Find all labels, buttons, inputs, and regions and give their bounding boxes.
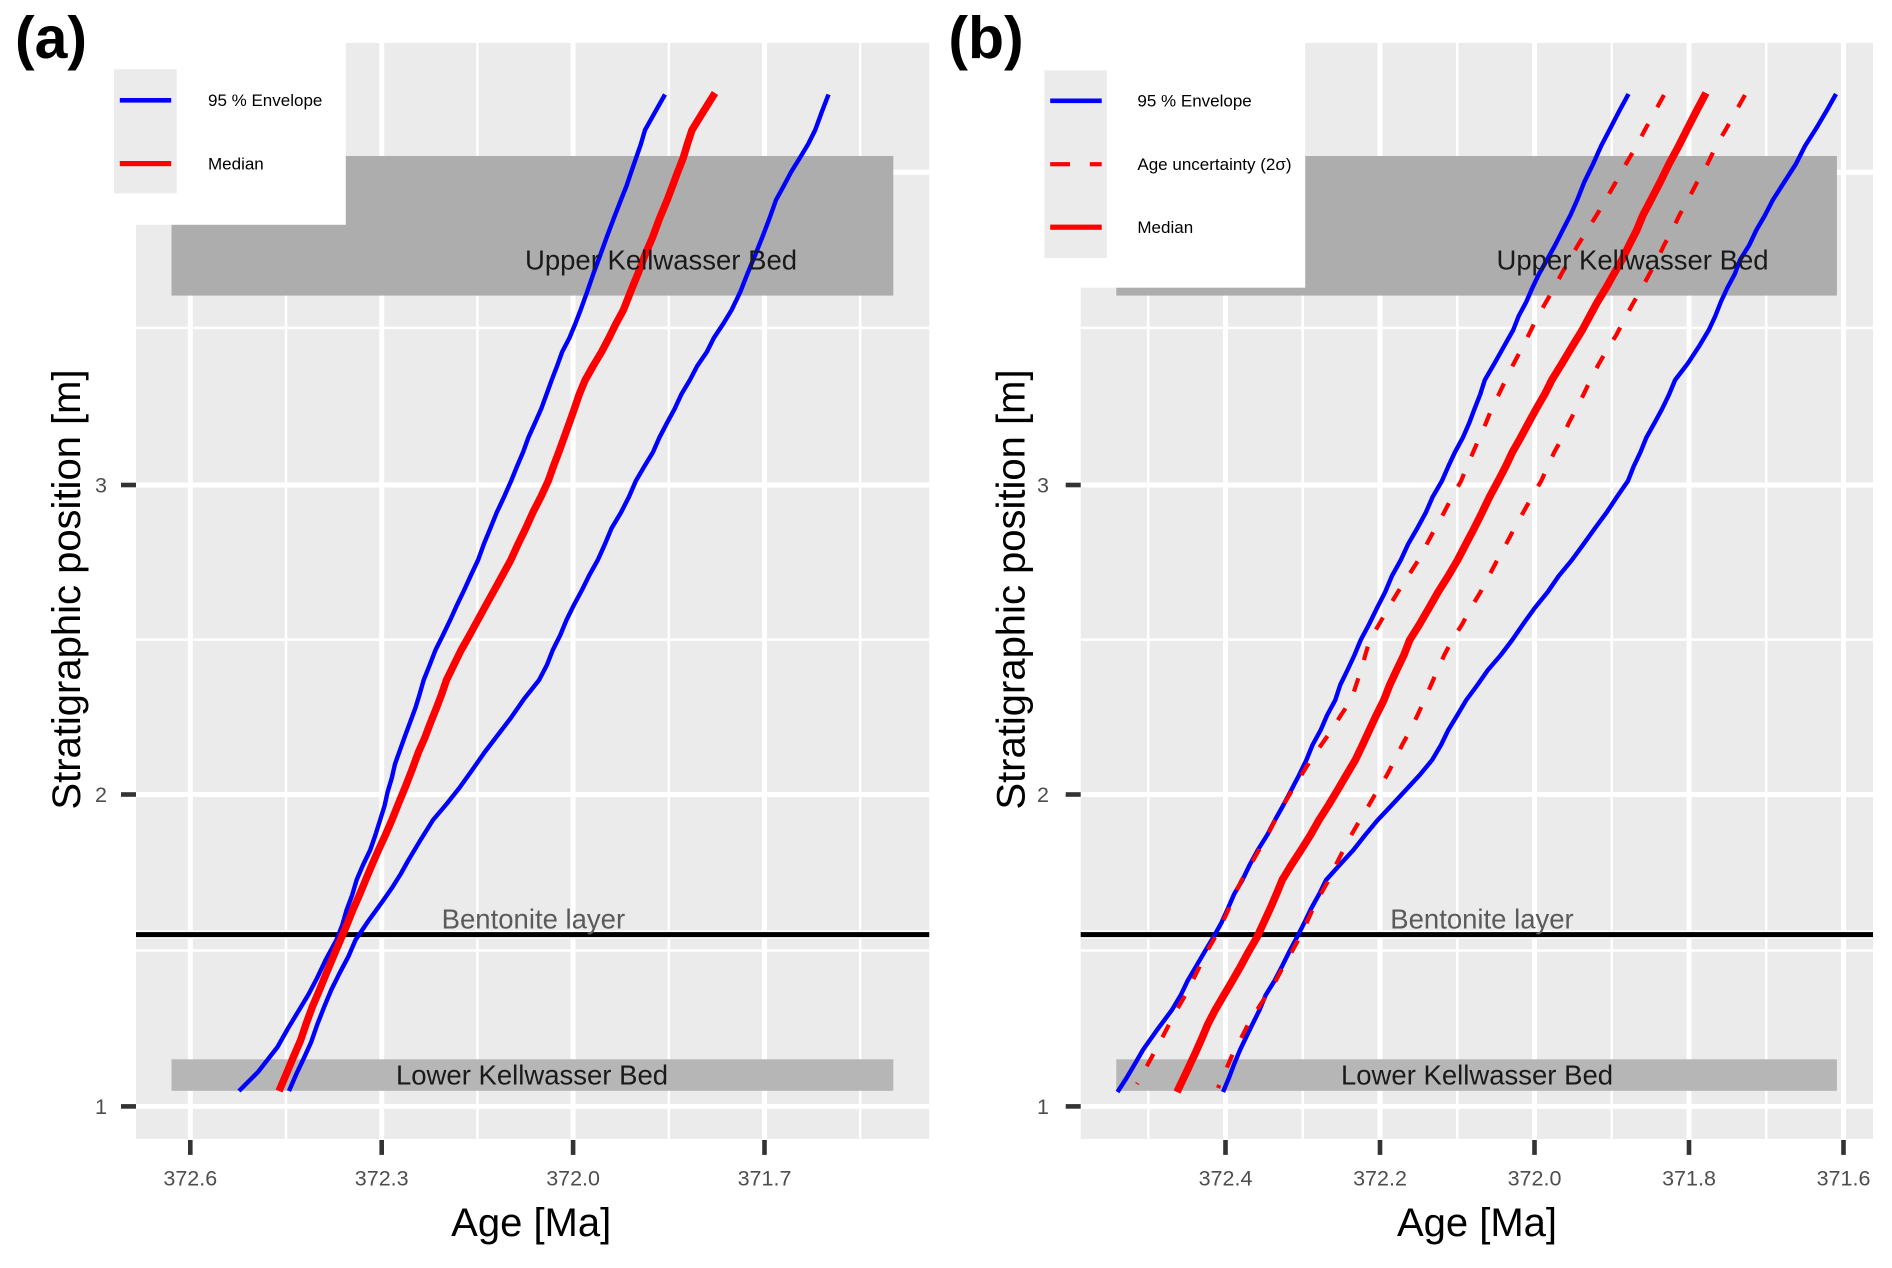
svg-text:3: 3 — [1037, 474, 1049, 498]
svg-text:Upper Kellwasser Bed: Upper Kellwasser Bed — [1496, 244, 1768, 275]
svg-text:95 % Envelope: 95 % Envelope — [208, 91, 322, 110]
svg-text:372.2: 372.2 — [1353, 1167, 1407, 1191]
svg-text:Lower Kellwasser Bed: Lower Kellwasser Bed — [396, 1060, 668, 1091]
svg-text:Upper Kellwasser Bed: Upper Kellwasser Bed — [525, 244, 797, 275]
svg-text:371.8: 371.8 — [1662, 1167, 1716, 1191]
svg-text:Age [Ma]: Age [Ma] — [1397, 1201, 1557, 1245]
svg-text:371.7: 371.7 — [738, 1167, 792, 1191]
svg-text:Bentonite layer: Bentonite layer — [1390, 903, 1573, 934]
svg-text:372.0: 372.0 — [546, 1167, 600, 1191]
svg-text:Median: Median — [208, 155, 264, 174]
svg-text:1: 1 — [1037, 1095, 1049, 1119]
svg-text:2: 2 — [1037, 783, 1049, 807]
svg-text:95 % Envelope: 95 % Envelope — [1137, 92, 1251, 111]
svg-text:1: 1 — [95, 1095, 107, 1119]
svg-text:372.4: 372.4 — [1199, 1167, 1253, 1191]
svg-text:Stratigraphic position [m]: Stratigraphic position [m] — [45, 369, 89, 809]
svg-text:Stratigraphic position [m]: Stratigraphic position [m] — [990, 369, 1034, 809]
svg-text:Age [Ma]: Age [Ma] — [451, 1201, 611, 1245]
svg-text:372.6: 372.6 — [163, 1167, 217, 1191]
svg-text:Bentonite layer: Bentonite layer — [442, 903, 625, 934]
svg-text:372.3: 372.3 — [355, 1167, 409, 1191]
svg-text:(b): (b) — [948, 5, 1023, 71]
svg-text:371.6: 371.6 — [1817, 1167, 1871, 1191]
svg-text:Lower Kellwasser Bed: Lower Kellwasser Bed — [1341, 1060, 1613, 1091]
svg-text:Age uncertainty (2σ): Age uncertainty (2σ) — [1137, 155, 1291, 174]
svg-text:372.0: 372.0 — [1508, 1167, 1562, 1191]
svg-text:Median: Median — [1137, 218, 1193, 237]
svg-text:(a): (a) — [15, 5, 87, 71]
svg-text:3: 3 — [95, 474, 107, 498]
svg-text:2: 2 — [95, 783, 107, 807]
